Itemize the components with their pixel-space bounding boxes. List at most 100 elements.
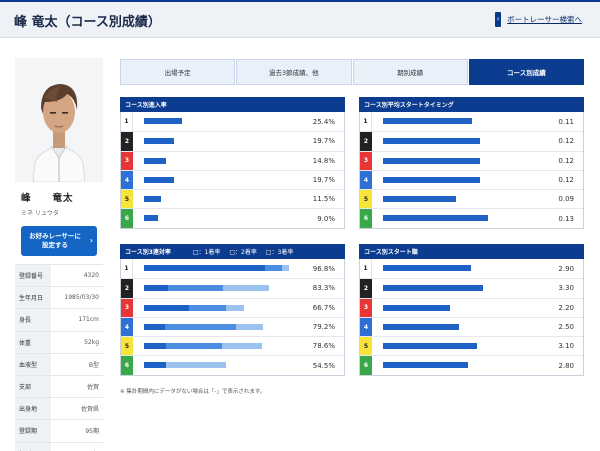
back-to-search-link[interactable]: ‹ ボートレーサー検索へ: [495, 12, 582, 27]
value-label: 11.5%: [312, 195, 335, 204]
bar-track: [383, 171, 538, 189]
bar-track: [383, 299, 538, 317]
info-value: 4320: [83, 272, 99, 280]
lane-row: 4 19.7%: [121, 169, 344, 190]
bar-track: [383, 337, 538, 355]
panel-body: 1 96.8% 2 83.3% 3 66.7% 4 79.2% 5 78.6% 6 54.5%: [120, 259, 345, 376]
lane-number: 1: [360, 259, 372, 279]
bar-track: [144, 209, 299, 227]
info-key: 身長: [15, 309, 51, 331]
third-place-bar: [221, 343, 262, 350]
bar-track: [144, 279, 299, 297]
lane-number: 1: [121, 112, 133, 132]
start-timing-bar: [383, 215, 488, 222]
entry-rate-bar: [144, 215, 158, 222]
lane-number: 6: [121, 356, 133, 375]
info-row: 体重 52kg: [15, 330, 103, 353]
start-timing-bar: [383, 118, 472, 124]
lane-number: 2: [360, 132, 372, 151]
start-rank-bar: [383, 343, 477, 350]
value-label: 78.6%: [312, 342, 335, 351]
info-key: 生年月日: [15, 287, 51, 309]
bar-track: [144, 318, 299, 336]
lane-number: 5: [121, 190, 133, 209]
tab-course-results[interactable]: コース別成績: [468, 59, 584, 85]
info-row: 血液型 B型: [15, 352, 103, 375]
third-place-bar: [225, 304, 245, 311]
lane-number: 3: [360, 298, 372, 317]
start-rank-bar: [383, 323, 459, 330]
start-timing-bar: [383, 157, 480, 164]
legend-third: □：3着率: [265, 249, 294, 256]
value-label: 54.5%: [312, 361, 335, 370]
lane-row: 5 0.09: [360, 189, 583, 209]
lane-number: 3: [121, 151, 133, 170]
lane-number: 4: [360, 317, 372, 337]
info-key: 登録番号: [15, 265, 51, 287]
lane-row: 5 3.10: [360, 336, 583, 356]
first-place-bar: [144, 265, 266, 271]
lane-number: 6: [121, 209, 133, 228]
info-value: 171cm: [78, 316, 99, 324]
value-label: 2.50: [558, 323, 574, 332]
lane-row: 1 0.11: [360, 112, 583, 132]
tab-bar: 出場予定 過去3節成績、他 期別成績 コース別成績: [120, 59, 584, 85]
info-row: 登録期 95期: [15, 419, 103, 442]
bar-track: [383, 152, 538, 170]
info-row: 生年月日 1985/03/30: [15, 286, 103, 309]
start-rank-bar: [383, 304, 450, 311]
chevron-left-icon: ‹: [495, 12, 502, 27]
info-row: 身長 171cm: [15, 308, 103, 331]
bar-track: [144, 112, 299, 131]
top3-rate-panel: コース別3連対率 □：1着率 □：2着率 □：3着率 1 96.8% 2 83.3% 3…: [120, 244, 345, 376]
tab-schedule[interactable]: 出場予定: [120, 59, 236, 85]
tab-recent-results[interactable]: 過去3節成績、他: [236, 59, 352, 85]
lane-row: 6 2.80: [360, 355, 583, 375]
entry-rate-bar: [144, 176, 174, 183]
lane-row: 1 2.90: [360, 259, 583, 279]
lane-row: 1 25.4%: [121, 112, 344, 132]
second-place-bar: [166, 343, 222, 350]
start-rank-bar: [383, 362, 468, 369]
first-place-bar: [144, 343, 167, 350]
lane-row: 6 9.0%: [121, 208, 344, 228]
third-place-bar: [166, 362, 226, 369]
value-label: 0.13: [558, 214, 574, 223]
second-place-bar: [164, 323, 236, 330]
lane-number: 3: [360, 151, 372, 170]
lane-number: 1: [360, 112, 372, 132]
value-label: 25.4%: [312, 117, 335, 126]
bar-track: [383, 279, 538, 297]
first-place-bar: [144, 362, 167, 369]
third-place-bar: [282, 265, 290, 271]
tab-term-results[interactable]: 期別成績: [352, 59, 468, 85]
legend-second: □：2着率: [229, 249, 257, 256]
favorite-racer-button[interactable]: お好みレーサーに 設定する ›: [21, 226, 97, 256]
lane-number: 2: [360, 279, 372, 298]
lane-row: 2 19.7%: [121, 131, 344, 151]
racer-info-table: 登録番号 4320 生年月日 1985/03/30 身長 171cm 体重 52kg 血液型 B型…: [15, 264, 103, 451]
footnote: ※ 集計期間内にデータがない場合は「-」で表示されます。: [120, 389, 266, 395]
info-value: 52kg: [84, 338, 99, 346]
second-place-bar: [167, 285, 223, 292]
value-label: 3.10: [558, 342, 574, 351]
value-label: 2.20: [558, 303, 574, 312]
entry-rate-bar: [144, 196, 162, 203]
info-value: 佐賀: [86, 384, 99, 392]
first-place-bar: [144, 323, 165, 330]
info-key: 支部: [15, 375, 51, 398]
value-label: 9.0%: [317, 214, 335, 223]
panel-title: コース別平均スタートタイミング: [359, 97, 584, 112]
lane-row: 4 2.50: [360, 316, 583, 337]
lane-row: 2 83.3%: [121, 278, 344, 298]
bar-track: [383, 356, 538, 374]
bar-track: [144, 337, 299, 355]
racer-name-kana: ミネ リュウタ: [21, 210, 59, 217]
lane-row: 6 54.5%: [121, 355, 344, 375]
start-rank-bar: [383, 285, 483, 292]
lane-row: 2 0.12: [360, 131, 583, 151]
panel-body: 1 0.11 2 0.12 3 0.12 4 0.12 5 0.09 6 0.13: [359, 112, 584, 229]
value-label: 14.8%: [312, 156, 335, 165]
lane-number: 2: [121, 279, 133, 298]
panel-title: コース別スタート順: [359, 244, 584, 259]
